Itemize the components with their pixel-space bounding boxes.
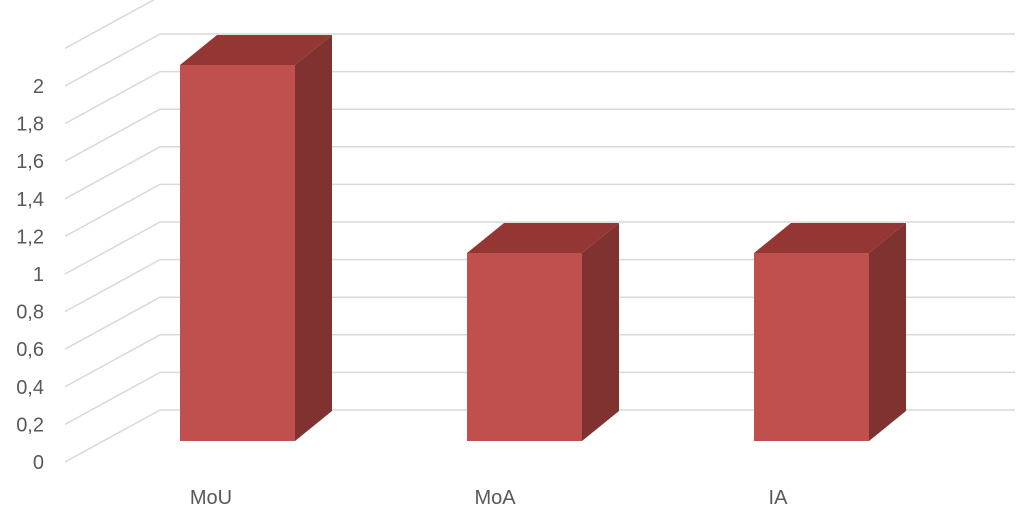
gridline-diagonal [64, 0, 155, 50]
y-tick-label: 0,4 [16, 377, 44, 399]
gridline-diagonal [64, 409, 161, 463]
y-tick-label: 1,6 [16, 151, 44, 173]
y-tick-label: 0 [33, 452, 44, 474]
y-tick-label: 1 [33, 264, 44, 286]
y-tick-label: 2 [33, 76, 44, 98]
y-tick-label: 0,8 [16, 302, 44, 324]
x-tick-label: MoU [190, 487, 232, 508]
gridline-diagonal [64, 371, 161, 426]
bar-top [754, 223, 906, 253]
bar-side [582, 223, 619, 441]
y-tick-label: 1,4 [16, 189, 44, 211]
bar-side [295, 35, 332, 441]
x-tick-label: IA [769, 487, 789, 508]
y-tick-label: 1,8 [16, 114, 44, 136]
gridline-diagonal [64, 221, 161, 275]
bar-front [467, 253, 582, 441]
bar-top [467, 223, 619, 253]
bar-side [869, 223, 906, 441]
x-tick-label: MoA [474, 487, 516, 508]
y-tick-label: 0,2 [16, 414, 44, 436]
bar-front [180, 65, 295, 441]
gridline-diagonal [64, 334, 161, 388]
gridline-diagonal [64, 258, 161, 313]
gridline-diagonal [64, 33, 161, 87]
y-tick-label: 1,2 [16, 226, 44, 248]
gridline-diagonal [64, 70, 161, 125]
bar-top [180, 35, 332, 65]
gridline-diagonal [64, 183, 161, 238]
gridline-diagonal [64, 146, 161, 200]
gridline-diagonal [64, 108, 161, 162]
y-tick-label: 0,6 [16, 339, 44, 361]
bar-front [754, 253, 869, 441]
gridline-diagonal [64, 296, 161, 350]
